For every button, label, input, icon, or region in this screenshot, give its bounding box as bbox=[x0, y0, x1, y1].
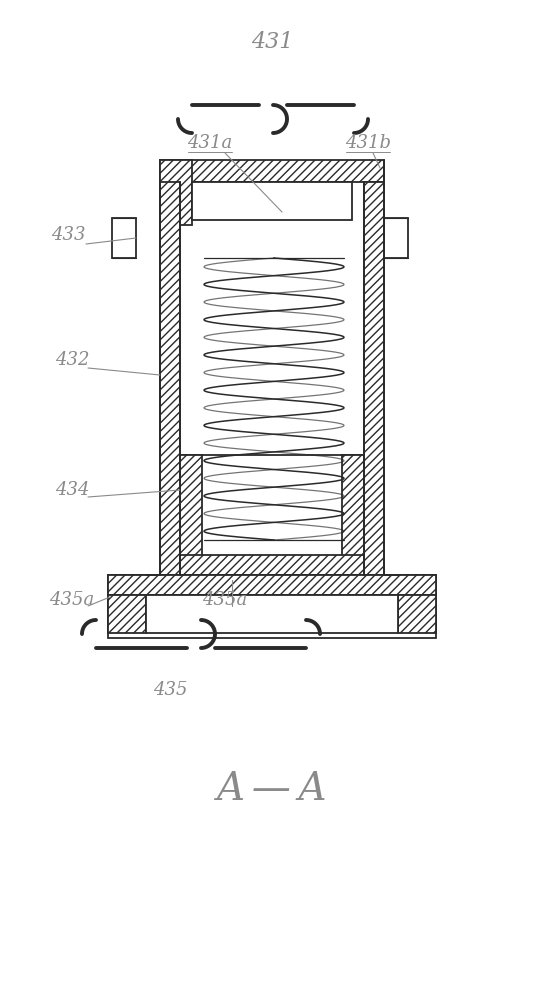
Text: 435: 435 bbox=[153, 681, 187, 699]
Bar bbox=[180, 455, 202, 575]
Text: 431b: 431b bbox=[345, 134, 391, 152]
Bar bbox=[146, 595, 398, 633]
Bar bbox=[364, 182, 384, 575]
Bar bbox=[192, 182, 352, 220]
Bar bbox=[398, 595, 436, 633]
Bar bbox=[160, 182, 180, 575]
Text: 433: 433 bbox=[51, 226, 85, 244]
Bar bbox=[108, 595, 146, 633]
Text: 434: 434 bbox=[55, 481, 89, 499]
Text: 435a: 435a bbox=[202, 591, 248, 609]
Bar bbox=[160, 160, 384, 182]
Text: A — A: A — A bbox=[217, 772, 327, 808]
Text: 431a: 431a bbox=[187, 134, 233, 152]
Text: 435a: 435a bbox=[50, 591, 95, 609]
Bar bbox=[108, 575, 436, 595]
Bar bbox=[180, 455, 364, 575]
Bar bbox=[342, 455, 364, 575]
Bar bbox=[112, 218, 136, 258]
Bar bbox=[108, 575, 436, 638]
Text: 431: 431 bbox=[251, 31, 293, 53]
Text: 432: 432 bbox=[55, 351, 89, 369]
Bar bbox=[384, 218, 408, 258]
Bar bbox=[160, 160, 192, 225]
Bar bbox=[180, 555, 364, 575]
